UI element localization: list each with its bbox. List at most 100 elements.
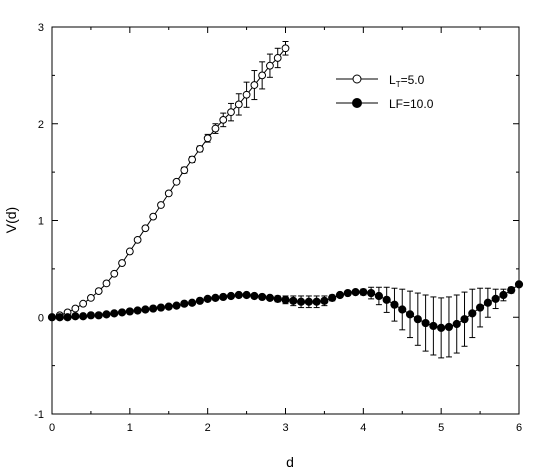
data-point — [483, 298, 492, 307]
data-point — [413, 315, 422, 324]
data-point — [507, 286, 516, 295]
data-point — [195, 145, 204, 153]
data-point — [234, 100, 243, 109]
data-point — [374, 291, 383, 301]
data-point — [514, 280, 524, 289]
data-point — [219, 292, 228, 302]
x-tick-label: 0 — [49, 422, 55, 434]
data-point — [172, 301, 181, 310]
data-point — [405, 310, 415, 319]
data-point — [242, 290, 251, 300]
data-point — [203, 294, 212, 303]
data-point — [444, 322, 454, 332]
tick-labels-layer: 0 1 2 3 4 5 6 -1 0 1 2 3 — [34, 22, 522, 434]
data-point — [133, 235, 142, 244]
data-point — [219, 115, 228, 124]
data-point — [460, 315, 469, 324]
data-point — [304, 297, 313, 306]
x-tick-label: 2 — [205, 422, 211, 434]
series-layer — [47, 41, 524, 359]
legend-marker-lf — [352, 98, 362, 108]
data-point — [125, 247, 134, 256]
legend-label-lt-main: L — [389, 73, 396, 87]
data-point — [211, 124, 220, 133]
data-point — [102, 279, 111, 288]
data-point — [343, 288, 352, 298]
y-axis-label: V(d) — [3, 207, 19, 233]
data-point — [258, 292, 267, 302]
legend-marker-lt — [352, 74, 362, 84]
legend-entry-lf: LF=10.0 — [336, 97, 434, 111]
data-point — [475, 303, 485, 312]
data-point — [63, 313, 72, 322]
data-point — [87, 294, 95, 302]
data-point — [117, 308, 127, 317]
data-point — [266, 61, 274, 70]
data-point — [125, 307, 134, 316]
data-point — [250, 291, 259, 301]
tick-marks-layer — [51, 26, 520, 415]
data-point — [359, 287, 368, 297]
series-0-line — [51, 47, 286, 318]
data-point — [188, 298, 197, 307]
legend-label-lf: LF=10.0 — [389, 97, 434, 111]
data-point — [328, 293, 337, 302]
data-point — [452, 319, 461, 329]
data-point — [110, 309, 119, 318]
data-point — [203, 134, 212, 143]
data-point — [234, 290, 243, 300]
x-tick-label: 3 — [282, 422, 288, 434]
series-1 — [47, 280, 524, 359]
data-point — [180, 299, 189, 308]
data-point — [149, 212, 158, 221]
data-point — [265, 293, 275, 302]
data-point — [281, 295, 290, 304]
data-point — [382, 295, 391, 304]
data-point — [55, 313, 64, 322]
y-tick-label: 0 — [38, 312, 44, 324]
data-point — [188, 155, 197, 164]
data-point — [141, 305, 150, 314]
data-point — [79, 312, 88, 321]
data-point — [499, 290, 508, 300]
data-point — [320, 296, 329, 305]
data-point — [118, 259, 126, 267]
data-point — [94, 311, 103, 320]
data-point — [289, 296, 298, 305]
data-point — [351, 287, 360, 297]
data-point — [211, 293, 220, 302]
data-point — [71, 304, 80, 313]
x-tick-label: 6 — [516, 422, 522, 434]
legend-label-lt: LT=5.0 — [389, 73, 425, 89]
data-point — [390, 300, 399, 309]
y-tick-label: 1 — [38, 216, 44, 228]
y-tick-label: 3 — [38, 22, 44, 34]
data-point — [281, 44, 290, 53]
legend: LT=5.0 LF=10.0 — [336, 73, 434, 111]
y-tick-label: -1 — [34, 409, 44, 421]
data-point — [71, 312, 80, 321]
data-point — [86, 311, 96, 320]
x-tick-label: 5 — [438, 422, 444, 434]
data-point — [180, 166, 189, 175]
data-point — [164, 302, 173, 311]
legend-label-lt-sub: T — [396, 80, 401, 89]
data-point — [133, 306, 142, 315]
legend-label-lt-rest: =5.0 — [401, 73, 425, 87]
data-point — [250, 81, 259, 89]
data-point — [226, 291, 236, 301]
data-point — [164, 189, 173, 198]
data-point — [421, 318, 430, 328]
data-point — [94, 287, 103, 296]
data-point — [398, 305, 407, 314]
y-tick-label: 2 — [38, 119, 44, 131]
x-tick-label: 4 — [360, 422, 366, 434]
data-point — [149, 304, 158, 313]
data-point — [110, 269, 119, 278]
data-point — [102, 310, 111, 319]
data-point — [429, 321, 438, 331]
data-point — [172, 177, 181, 186]
data-point — [141, 224, 150, 233]
data-point — [312, 297, 321, 306]
